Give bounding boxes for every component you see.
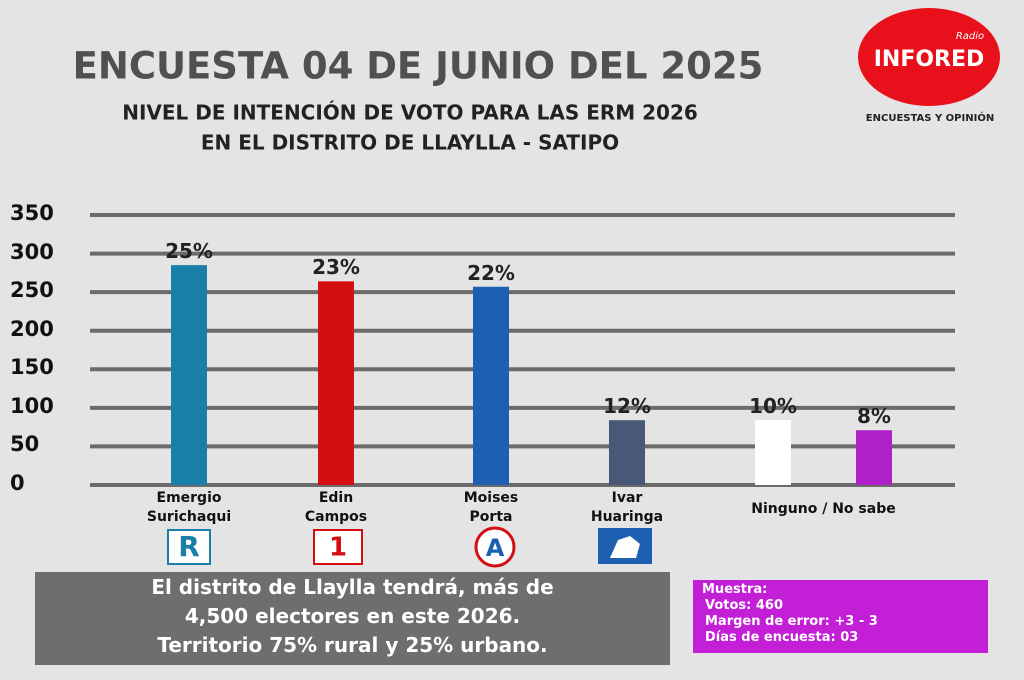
- sample-box: [693, 580, 988, 653]
- bar: [609, 420, 645, 485]
- subtitle: NIVEL DE INTENCIÓN DE VOTO PARA LAS ERM …: [122, 101, 698, 125]
- party-logo-text: 1: [329, 533, 347, 563]
- y-tick-label: 50: [10, 432, 40, 457]
- value-label: 12%: [603, 394, 651, 419]
- subtitle: EN EL DISTRITO DE LLAYLLA - SATIPO: [201, 131, 619, 155]
- note-text: Territorio 75% rural y 25% urbano.: [157, 633, 548, 657]
- bar: [171, 265, 207, 485]
- y-tick-label: 350: [10, 201, 54, 225]
- x-tick-label: Ninguno / No sabe: [751, 501, 896, 517]
- sample-text: Muestra:: [702, 582, 768, 597]
- value-label: 23%: [312, 255, 360, 280]
- brand-tag: Radio: [956, 31, 984, 42]
- note-text: 4,500 electores en este 2026.: [184, 604, 521, 628]
- y-tick-label: 100: [10, 393, 54, 418]
- value-label: 8%: [857, 404, 891, 429]
- party-logo-text: A: [486, 534, 505, 562]
- party-logo: [474, 526, 516, 568]
- y-tick-label: 250: [10, 278, 54, 303]
- party-logo: [313, 529, 363, 565]
- bar: [473, 286, 509, 485]
- party-logo: [167, 529, 211, 565]
- y-tick-label: 0: [10, 471, 25, 495]
- sample-text: Margen de error: +3 - 3: [705, 614, 878, 629]
- party-logo-text: R: [178, 530, 200, 563]
- bar: [318, 281, 354, 485]
- x-tick-label: Edin Campos: [304, 490, 368, 525]
- value-label: 25%: [165, 239, 213, 264]
- value-label: 22%: [467, 260, 515, 285]
- sample-text: Días de encuesta: 03: [705, 630, 859, 645]
- y-tick-label: 150: [10, 355, 54, 380]
- brand-logo: [858, 8, 1000, 106]
- chart-title: ENCUESTA 04 DE JUNIO DEL 2025: [73, 45, 764, 88]
- note-text: El distrito de Llaylla tendrá, más de: [151, 575, 554, 599]
- x-tick-label: Emergio Surichaqui: [146, 490, 232, 525]
- value-label: 10%: [749, 394, 797, 419]
- sample-text: Votos: 460: [705, 598, 784, 613]
- bar: [755, 420, 791, 485]
- note-box: [35, 572, 670, 665]
- x-tick-label: Ivar Huaringa: [590, 490, 664, 525]
- brand-name: INFORED: [874, 47, 985, 72]
- party-logo-icon: [610, 536, 640, 558]
- y-tick-label: 300: [10, 239, 54, 264]
- x-tick-label: Moises Porta: [463, 490, 519, 525]
- y-tick-label: 200: [10, 316, 54, 341]
- brand-slogan: ENCUESTAS Y OPINIÓN: [866, 111, 994, 124]
- bar: [856, 430, 892, 485]
